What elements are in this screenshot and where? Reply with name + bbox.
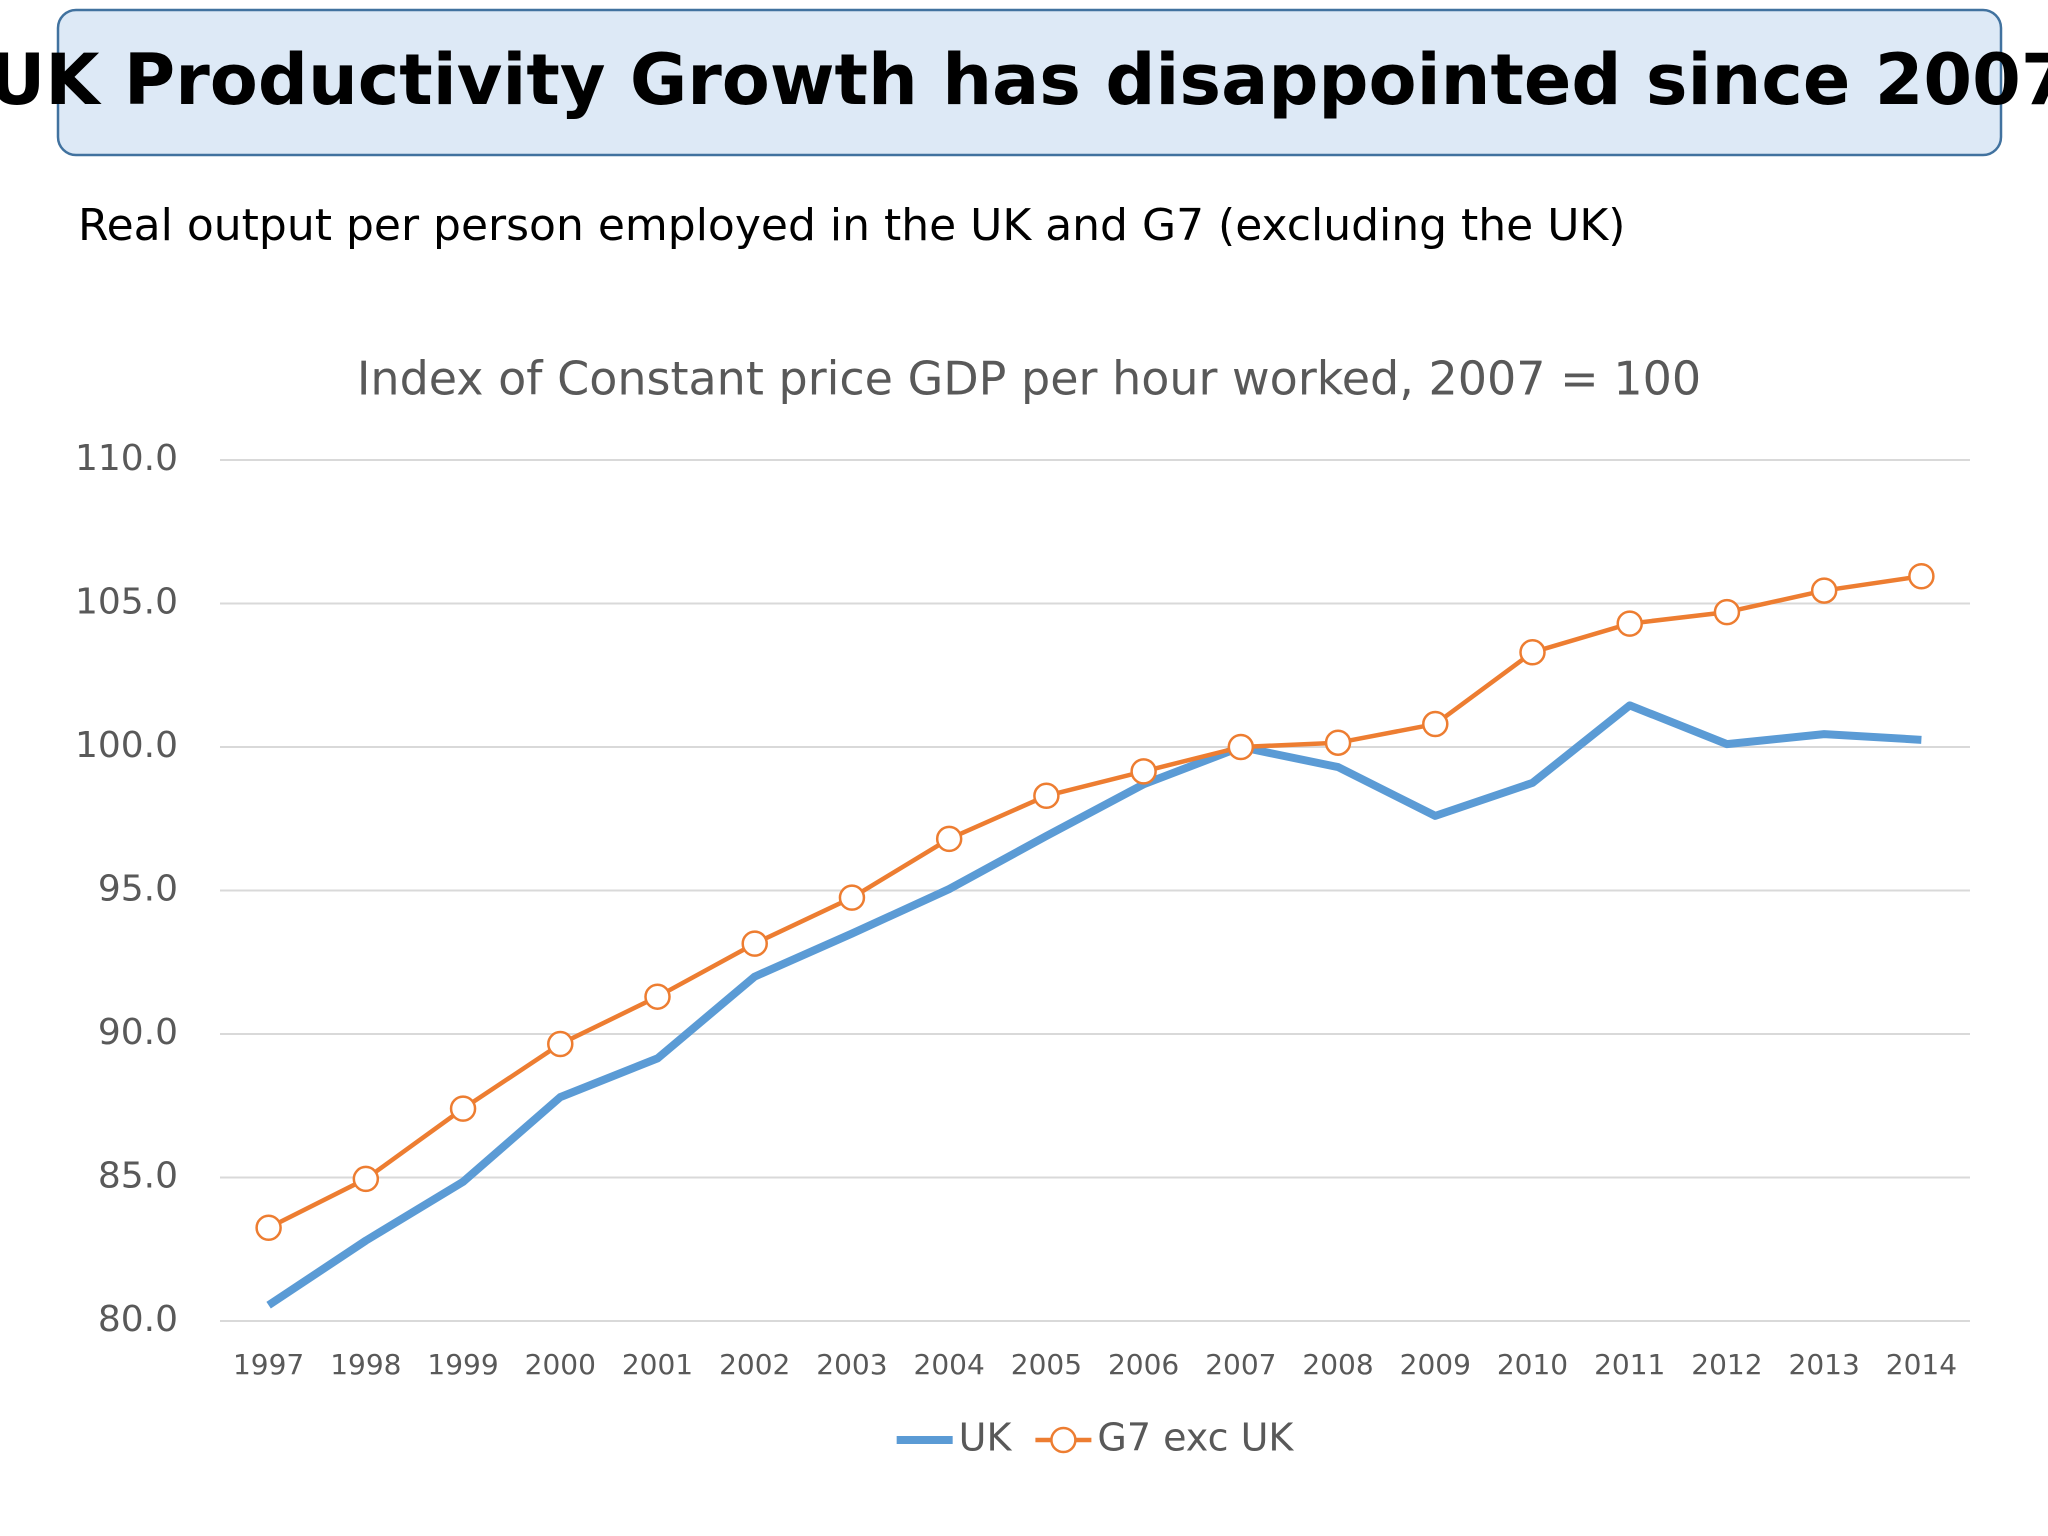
x-tick-label: 2011 (1594, 1348, 1665, 1381)
x-tick-label: 2003 (816, 1348, 887, 1381)
y-tick-label: 105.0 (75, 582, 178, 623)
x-tick-label: 2002 (719, 1348, 790, 1381)
point-marker (741, 930, 768, 957)
y-tick-label: 110.0 (75, 438, 178, 479)
x-tick-label: 1998 (330, 1348, 401, 1381)
x-tick-label: 2013 (1789, 1348, 1860, 1381)
point-marker (449, 1095, 477, 1122)
series-line (266, 701, 1922, 1309)
point-marker (255, 1214, 282, 1241)
x-tick-label: 2009 (1400, 1348, 1471, 1381)
legend-label: UK (959, 1416, 1013, 1460)
x-tick-label: 1997 (233, 1348, 304, 1381)
y-tick-label: 85.0 (98, 1156, 178, 1197)
point-marker (1227, 733, 1255, 761)
chart-title: Index of Constant price GDP per hour wor… (357, 352, 1701, 406)
legend-label: G7 exc UK (1097, 1416, 1294, 1460)
y-tick-label: 95.0 (98, 869, 178, 910)
legend-marker (1050, 1426, 1077, 1454)
point-marker (1033, 782, 1060, 810)
slide-title: UK Productivity Growth has disappointed … (0, 39, 2048, 121)
point-marker (935, 825, 963, 853)
point-marker (1908, 562, 1935, 590)
point-marker (1810, 577, 1838, 604)
y-tick-label: 100.0 (75, 725, 178, 766)
point-marker (838, 884, 866, 911)
x-tick-label: 2000 (525, 1348, 596, 1381)
point-marker (1713, 598, 1741, 626)
point-marker (547, 1030, 574, 1058)
x-tick-label: 1999 (427, 1348, 498, 1381)
x-tick-label: 2005 (1011, 1348, 1082, 1381)
x-tick-label: 2014 (1886, 1348, 1957, 1381)
x-tick-label: 2004 (914, 1348, 985, 1381)
y-tick-label: 90.0 (98, 1012, 178, 1053)
x-tick-label: 2007 (1205, 1348, 1276, 1381)
point-marker (1324, 729, 1352, 756)
x-tick-label: 2001 (622, 1348, 693, 1381)
point-marker (1422, 710, 1449, 738)
point-marker (644, 983, 671, 1010)
point-marker (1130, 758, 1157, 785)
point-marker (352, 1165, 380, 1193)
x-tick-label: 2012 (1691, 1348, 1762, 1381)
y-tick-label: 80.0 (98, 1299, 178, 1340)
series-line (267, 574, 1922, 1230)
slide-subtitle: Real output per person employed in the U… (78, 200, 1625, 251)
title-box (56, 8, 2003, 157)
point-marker (1519, 639, 1546, 666)
x-tick-label: 2006 (1108, 1348, 1179, 1381)
x-tick-label: 2008 (1302, 1348, 1373, 1381)
x-tick-label: 2010 (1497, 1348, 1568, 1381)
point-marker (1616, 610, 1643, 637)
